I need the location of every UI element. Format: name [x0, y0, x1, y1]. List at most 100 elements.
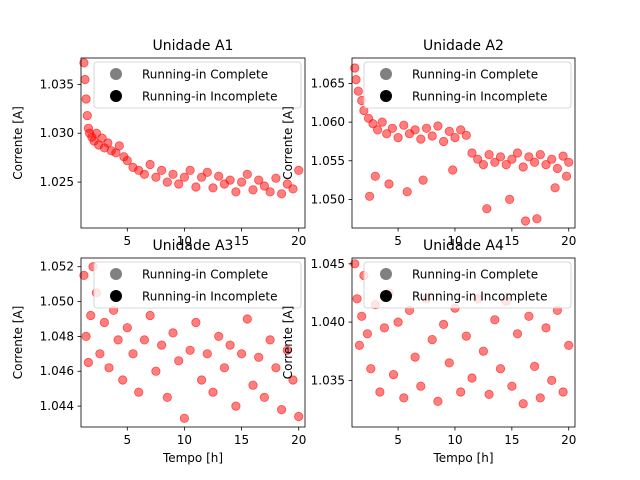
data-point [288, 184, 298, 194]
data-point [276, 189, 287, 199]
legend-box [363, 61, 572, 109]
data-point [529, 361, 540, 371]
data-point [145, 310, 155, 321]
data-point [427, 131, 437, 141]
axes-frame [351, 57, 576, 229]
subplot-title: Unidade A1 [153, 38, 234, 54]
legend-box [363, 261, 572, 309]
data-point [478, 346, 488, 356]
data-point [151, 366, 161, 376]
data-point [128, 349, 138, 359]
data-point [410, 125, 420, 135]
data-point [388, 369, 399, 380]
data-point [254, 352, 264, 362]
data-point [145, 159, 155, 170]
data-point [484, 389, 494, 399]
data-point [399, 120, 409, 130]
data-point [484, 150, 494, 160]
data-point [191, 182, 201, 192]
legend-marker [380, 68, 392, 80]
data-point [433, 121, 443, 131]
y-tick-label: 1.052 [40, 260, 74, 274]
legend-label: Running-in Incomplete [412, 290, 547, 304]
data-point [179, 413, 189, 423]
x-tick-label: 10 [177, 433, 192, 447]
data-point [114, 141, 124, 151]
x-tick-label: 15 [234, 234, 249, 248]
data-point [418, 175, 428, 185]
subplot-1: 5 10 15 20 1.025 1.030 1.035 Unidade A1 Corrente… [11, 38, 306, 248]
data-points [350, 259, 574, 409]
data-point [461, 130, 471, 140]
data-point [467, 373, 477, 383]
data-point [122, 323, 132, 333]
data-point [254, 175, 264, 185]
data-point [86, 310, 96, 321]
data-point [558, 151, 568, 161]
data-point [231, 187, 241, 197]
data-point [512, 329, 523, 339]
data-point [372, 125, 383, 135]
x-tick-label: 10 [447, 433, 462, 447]
data-point [532, 214, 542, 224]
legend-marker [110, 90, 122, 102]
data-point [384, 179, 394, 189]
data-point [174, 356, 184, 366]
legend-label: Running-in Complete [142, 268, 268, 282]
data-point [524, 311, 534, 321]
y-axis-label: Corrente [A] [11, 106, 25, 180]
data-points [350, 63, 574, 226]
data-point [271, 173, 281, 183]
data-point [231, 401, 241, 411]
data-point [438, 319, 449, 329]
data-point [490, 157, 500, 167]
axes-frame [80, 57, 306, 229]
legend-marker [380, 290, 392, 302]
data-point [237, 349, 247, 359]
data-points [79, 262, 304, 423]
data-point [535, 393, 545, 403]
data-point [507, 154, 517, 164]
data-point [288, 375, 298, 385]
axes-frame [351, 257, 576, 428]
subplot-title: Unidade A4 [423, 238, 504, 254]
data-point [174, 179, 184, 189]
data-point [353, 86, 363, 96]
data-point [242, 314, 252, 324]
data-point [168, 328, 178, 338]
data-point [139, 169, 149, 179]
data-point [214, 171, 224, 181]
data-point [162, 177, 172, 187]
data-point [444, 358, 454, 368]
x-tick-label: 15 [504, 433, 519, 447]
data-point [364, 191, 375, 201]
data-point [276, 404, 287, 415]
data-point [561, 171, 572, 181]
data-point [79, 58, 89, 68]
data-point [370, 171, 380, 181]
data-point [393, 317, 403, 327]
data-point [518, 162, 528, 172]
data-point [433, 396, 443, 406]
subplot-4: 5 10 15 20 1.035 1.040 1.045 Unidade A4 Corrente… [281, 238, 576, 465]
data-point [473, 154, 483, 164]
legend-label: Running-in Complete [412, 268, 538, 282]
data-point [168, 169, 178, 179]
y-tick-label: 1.050 [40, 295, 74, 309]
data-point [444, 126, 454, 136]
data-point [81, 94, 91, 104]
data-point [507, 381, 517, 391]
data-point [362, 329, 372, 339]
data-point [520, 216, 531, 226]
x-axis-label: Tempo [h] [162, 451, 223, 465]
data-point [456, 125, 466, 135]
x-tick-label: 20 [291, 433, 306, 447]
x-tick-label: 5 [394, 433, 402, 447]
data-point [259, 392, 269, 402]
data-point [467, 148, 477, 158]
x-tick-label: 15 [234, 433, 249, 447]
data-point [402, 187, 412, 197]
data-point [354, 340, 364, 350]
data-point [202, 349, 212, 359]
axes-frame [80, 257, 306, 428]
